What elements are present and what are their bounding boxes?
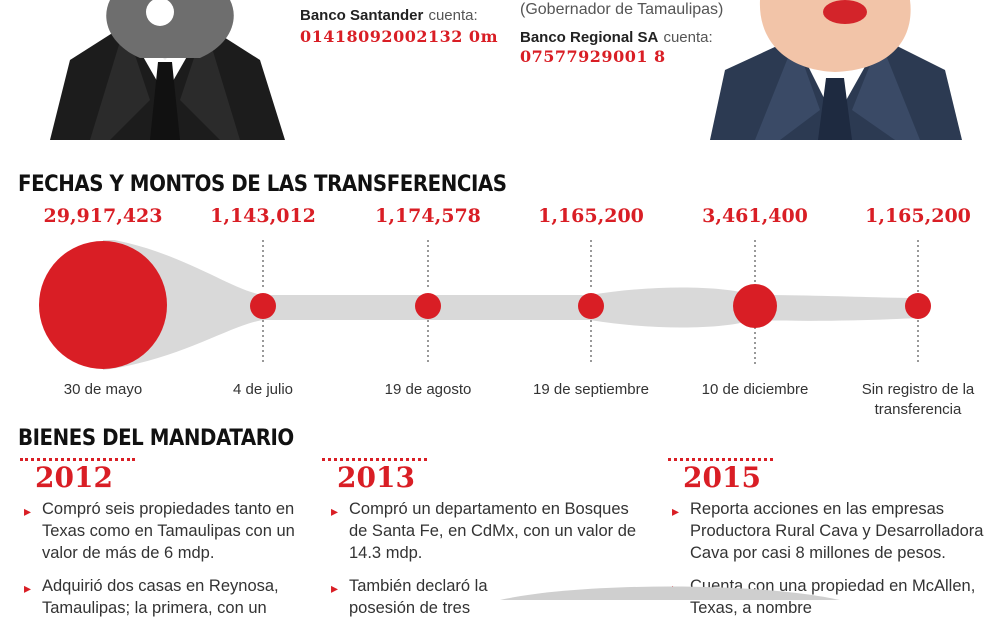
transfer-amount-5: 3,461,400 bbox=[702, 205, 808, 227]
transfers-timeline bbox=[39, 240, 931, 370]
transfer-date-4: 19 de septiembre bbox=[533, 381, 649, 398]
right-bank-name: Banco Regional SA bbox=[520, 29, 659, 46]
left-account-number: 01418092002132 0m bbox=[300, 27, 498, 46]
assets-section-title: BIENES DEL MANDATARIO bbox=[18, 426, 294, 451]
transfer-date-6: Sin registro de la transferencia bbox=[861, 381, 975, 418]
right-person-role: (Gobernador de Tamaulipas) bbox=[520, 1, 724, 18]
year-label: 2013 bbox=[322, 458, 427, 494]
list-item: ▸ Compró seis propiedades tanto en Texas… bbox=[24, 500, 295, 562]
transfer-circle-5 bbox=[733, 284, 777, 328]
list-item: ▸ También declaró la posesión de tres bbox=[331, 577, 488, 617]
transfer-date-3: 19 de agosto bbox=[384, 381, 472, 398]
transfer-date-5: 10 de diciembre bbox=[701, 381, 809, 398]
left-bank-line: Banco Santander cuenta: bbox=[300, 5, 478, 24]
right-bank-line: Banco Regional SA cuenta: bbox=[520, 27, 713, 46]
transfer-amount-1: 29,917,423 bbox=[43, 205, 163, 227]
transfer-circle-3 bbox=[415, 293, 441, 319]
transfer-amount-6: 1,165,200 bbox=[865, 205, 971, 227]
list-item: ▸ Compró un departamento en Bosques de S… bbox=[331, 500, 637, 562]
transfer-circle-1 bbox=[39, 241, 167, 369]
left-bank-cuenta-label: cuenta: bbox=[428, 7, 478, 24]
right-portrait-illustration bbox=[700, 0, 970, 140]
transfer-amount-4: 1,165,200 bbox=[538, 205, 644, 227]
left-portrait-illustration bbox=[30, 0, 300, 140]
transfer-date-1: 30 de mayo bbox=[63, 381, 143, 398]
arrow-bullet-icon: ▸ bbox=[331, 580, 339, 596]
transfer-circle-6 bbox=[905, 293, 931, 319]
arrow-bullet-icon: ▸ bbox=[331, 503, 339, 519]
transfer-amount-3: 1,174,578 bbox=[375, 205, 481, 227]
transfer-circle-2 bbox=[250, 293, 276, 319]
transfer-circle-4 bbox=[578, 293, 604, 319]
arrow-bullet-icon: ▸ bbox=[672, 503, 680, 519]
year-label: 2015 bbox=[668, 458, 773, 494]
list-item: ▸ Adquirió dos casas en Reynosa, Tamauli… bbox=[24, 577, 279, 617]
transfer-date-2: 4 de julio bbox=[232, 381, 294, 398]
assets-column-2012: 2012 ▸ Compró seis propiedades tanto en … bbox=[20, 458, 320, 619]
transfer-amount-2: 1,143,012 bbox=[210, 205, 316, 227]
year-label: 2012 bbox=[20, 458, 135, 494]
right-bank-cuenta-label: cuenta: bbox=[663, 29, 713, 46]
arrow-bullet-icon: ▸ bbox=[24, 580, 32, 596]
list-item: ▸ Reporta acciones en las empresas Produ… bbox=[672, 500, 984, 562]
right-account-number: 07577929001 8 bbox=[520, 47, 666, 66]
arrow-bullet-icon: ▸ bbox=[24, 503, 32, 519]
left-bank-name: Banco Santander bbox=[300, 7, 424, 24]
decorative-shape bbox=[500, 586, 840, 600]
transfers-section-title: FECHAS Y MONTOS DE LAS TRANSFERENCIAS bbox=[18, 172, 507, 197]
